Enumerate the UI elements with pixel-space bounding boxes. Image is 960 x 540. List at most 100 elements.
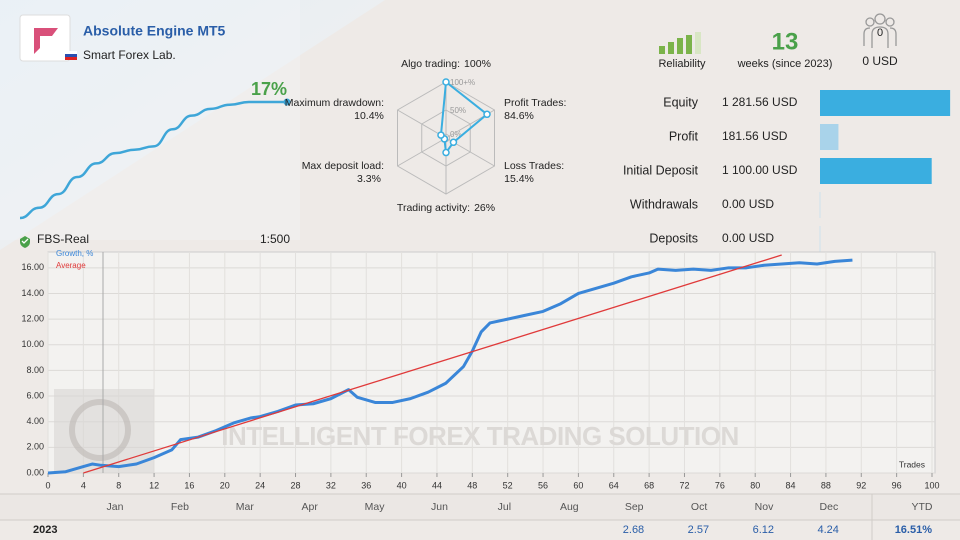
sparkline <box>19 98 291 220</box>
y-tick-label: 4.00 <box>26 416 44 426</box>
x-tick-label: 60 <box>573 480 583 490</box>
balance-bar <box>820 158 932 184</box>
logo <box>19 14 71 62</box>
radar-axis-name: Maximum drawdown: <box>285 97 384 109</box>
balance-label: Initial Deposit <box>623 163 699 177</box>
month-header: Nov <box>755 501 774 513</box>
radar-axis-label: Loss Trades: 15.4% <box>504 160 564 185</box>
month-value: 6.12 <box>753 524 774 536</box>
verified-check <box>21 238 29 244</box>
weeks-label: weeks (since 2023) <box>737 58 833 70</box>
radar-point <box>442 148 450 157</box>
balance-value: 0.00 USD <box>722 197 774 211</box>
radar-axis-label: Algo trading: 100% <box>401 58 491 70</box>
balance-label: Withdrawals <box>630 197 698 211</box>
header-panel <box>0 0 385 250</box>
balance-bar <box>820 90 951 116</box>
month-value: 4.24 <box>817 524 838 536</box>
reliability-icon <box>659 32 701 54</box>
months-header <box>0 494 960 520</box>
y-tick-label: 0.00 <box>26 467 44 477</box>
x-tick-label: 12 <box>149 480 159 490</box>
x-tick-label: 92 <box>856 480 866 490</box>
y-tick-label: 10.00 <box>21 339 44 349</box>
x-tick-label: 72 <box>679 480 689 490</box>
radar-axis-label: Maximum drawdown: 10.4% <box>285 97 384 122</box>
watermark: INTELLIGENT FOREX TRADING SOLUTION <box>221 421 738 451</box>
flag <box>65 51 77 54</box>
x-tick-label: 100 <box>924 480 939 490</box>
y-tick-label: 14.00 <box>21 288 44 298</box>
subscribers-value: 0 USD <box>862 54 898 68</box>
radar-axis-label: Max deposit load: 3.3% <box>302 160 384 185</box>
radar-axis-label: Trading activity: 26% <box>397 202 495 214</box>
sparkline-line <box>19 100 287 220</box>
radar-tick-label: 100+% <box>450 78 475 87</box>
x-tick-label: 24 <box>255 480 265 490</box>
product-title[interactable]: Absolute Engine MT5 <box>83 23 226 39</box>
x-tick-label: 88 <box>821 480 831 490</box>
radar-axis-value: 15.4% <box>504 173 534 185</box>
balance-value: 1 281.56 USD <box>722 95 798 109</box>
y-tick-label: 6.00 <box>26 390 44 400</box>
radar-axis-name: Trading activity: <box>397 202 470 214</box>
weeks-value: 13 <box>772 28 799 55</box>
x-tick-label: 8 <box>116 480 121 490</box>
month-header: Jan <box>107 501 124 513</box>
author[interactable]: Smart Forex Lab. <box>83 48 176 62</box>
subscribers-count: 0 <box>877 27 883 39</box>
x-tick-label: 44 <box>432 480 442 490</box>
x-tick-label: 32 <box>326 480 336 490</box>
legend-entry: Average <box>56 261 86 270</box>
x-tick-label: 48 <box>467 480 477 490</box>
radar-spoke <box>397 137 447 167</box>
month-header: Sep <box>625 501 644 513</box>
x-tick-label: 0 <box>45 480 50 490</box>
month-header: Dec <box>820 501 839 513</box>
radar-axis-name: Loss Trades: <box>504 160 564 172</box>
x-tick-label: 64 <box>609 480 619 490</box>
month-header: Feb <box>171 501 189 513</box>
y-tick-label: 16.00 <box>21 262 44 272</box>
x-tick-label: 4 <box>81 480 86 490</box>
x-tick-label: 52 <box>503 480 513 490</box>
growth-value: 17% <box>251 79 287 99</box>
radar-axis-label: Profit Trades: 84.6% <box>504 97 566 122</box>
radar-point <box>442 78 450 86</box>
y-tick-label: 8.00 <box>26 365 44 375</box>
month-value: 2.68 <box>623 524 644 536</box>
x-tick-label: 84 <box>786 480 796 490</box>
balance-value: 1 100.00 USD <box>722 163 798 177</box>
balance-label: Deposits <box>649 231 698 245</box>
month-header: Mar <box>236 501 255 513</box>
leverage: 1:500 <box>260 232 290 246</box>
radar-tick-label: 0% <box>450 130 462 139</box>
x-tick-label: 68 <box>644 480 654 490</box>
x-axis-label: Trades <box>899 459 925 469</box>
x-tick-label: 56 <box>538 480 548 490</box>
radar-axis-name: Max deposit load: <box>302 160 384 172</box>
radar-axis-value: 10.4% <box>354 110 384 122</box>
balance-value: 181.56 USD <box>722 129 788 143</box>
subscribers-icon <box>863 13 897 48</box>
watermark-image <box>69 399 131 461</box>
growth-chart: 0.00 2.00 4.00 6.00 8.00 10.00 12.00 14.00 16.00… <box>21 249 939 490</box>
y-tick-label: 2.00 <box>26 442 44 452</box>
x-tick-label: 16 <box>184 480 194 490</box>
x-tick-label: 40 <box>397 480 407 490</box>
balance-bar <box>820 124 839 150</box>
x-tick-label: 80 <box>750 480 760 490</box>
balance-value: 0.00 USD <box>722 231 774 245</box>
y-tick-label: 12.00 <box>21 313 44 323</box>
radar-tick-label: 50% <box>450 106 466 115</box>
radar-point <box>437 131 445 139</box>
month-header: Jul <box>498 501 511 513</box>
x-tick-label: 36 <box>361 480 371 490</box>
ytd-header: YTD <box>912 501 933 513</box>
month-header: Apr <box>302 501 319 513</box>
series-line <box>83 254 782 474</box>
x-tick-label: 96 <box>892 480 902 490</box>
month-header: May <box>365 501 386 513</box>
flag <box>65 57 77 60</box>
radar-point <box>483 110 491 119</box>
